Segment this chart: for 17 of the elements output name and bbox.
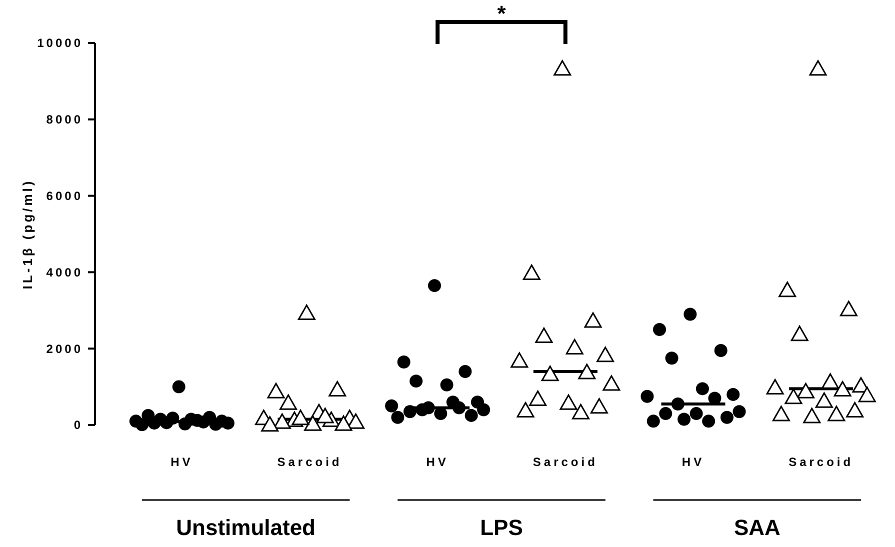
text: * <box>497 1 506 26</box>
x-tick-label: Sarcoid <box>277 455 342 469</box>
y-tick-label: 10000 <box>37 36 83 50</box>
y-tick-label: 6000 <box>46 189 83 203</box>
x-tick-label: HV <box>682 455 705 469</box>
x-tick-label: HV <box>426 455 449 469</box>
y-tick-label: 2000 <box>46 342 83 356</box>
y-tick-label: 8000 <box>46 112 83 127</box>
x-tick-label: Sarcoid <box>532 455 598 469</box>
x-tick-label: HV <box>170 455 194 469</box>
y-axis-title: IL-1β (pg/ml) <box>20 178 35 290</box>
text: SAA <box>734 515 780 540</box>
x-tick-label: Sarcoid <box>788 455 854 469</box>
text: Unstimulated <box>176 515 316 540</box>
text: LPS <box>480 515 523 540</box>
y-tick-label: 0 <box>74 418 83 432</box>
y-tick-label: 4000 <box>46 265 83 280</box>
